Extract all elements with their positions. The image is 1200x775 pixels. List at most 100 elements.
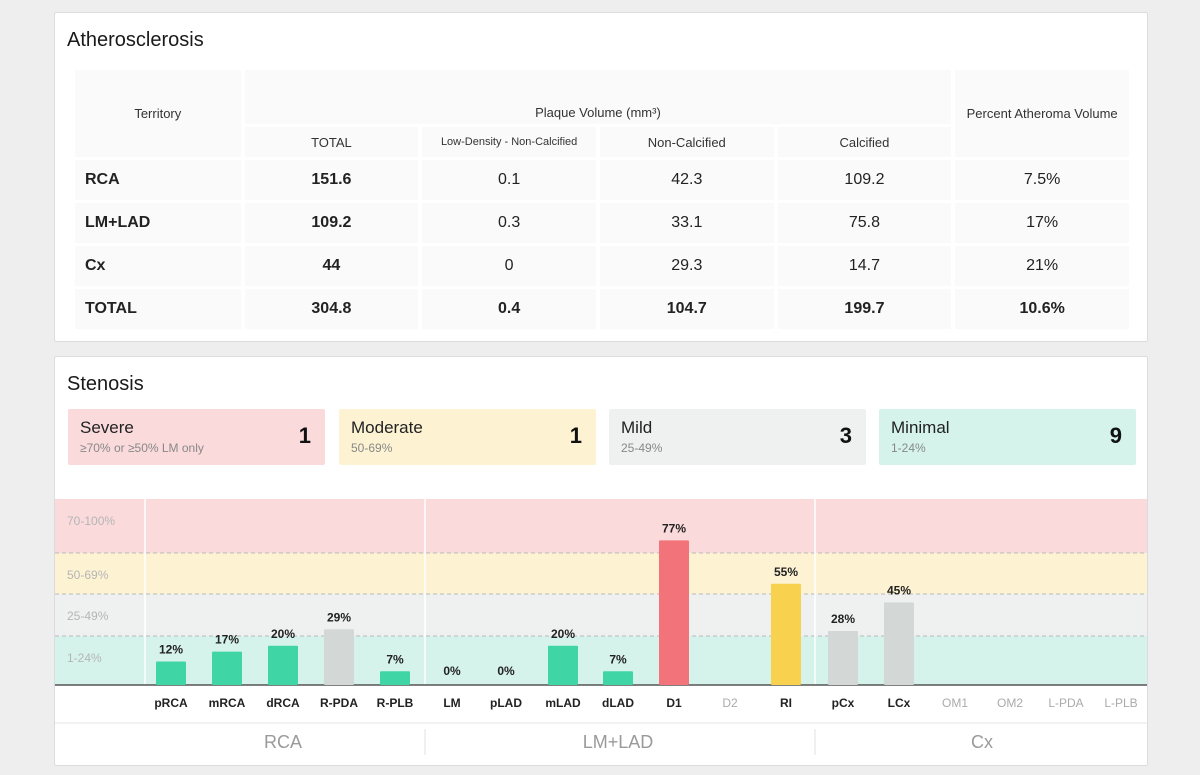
value-label-mRCA: 17%: [215, 633, 239, 647]
row-low-density: 0: [422, 246, 596, 286]
tick-label-mRCA: mRCA: [209, 696, 246, 710]
minimal-summary: Minimal 1-24% 9: [879, 409, 1136, 465]
atherosclerosis-card: Atherosclerosis Territory Plaque Volume …: [54, 12, 1148, 342]
value-label-dRCA: 20%: [271, 627, 295, 641]
row-total: 151.6: [244, 160, 419, 200]
tick-label-LM: LM: [443, 696, 460, 710]
row-calcified: 199.7: [777, 289, 952, 329]
tick-label-L-PLB: L-PLB: [1104, 696, 1137, 710]
tick-label-mLAD: mLAD: [545, 696, 581, 710]
row-territory: Cx: [75, 246, 241, 286]
band-0: [55, 499, 1147, 553]
bar-RI: [771, 583, 801, 685]
mild-count: 3: [839, 423, 852, 448]
bar-R-PLB: [380, 671, 410, 685]
stenosis-title: Stenosis: [67, 373, 144, 395]
moderate-count: 1: [569, 423, 582, 448]
table-row: LM+LAD 109.2 0.3 33.1 75.8 17%: [75, 203, 1129, 243]
tick-label-LCx: LCx: [888, 696, 911, 710]
col-low-density: Low-Density - Non-Calcified: [422, 127, 596, 157]
group-label-RCA: RCA: [264, 732, 302, 752]
row-territory: RCA: [75, 160, 241, 200]
value-label-LCx: 45%: [887, 583, 911, 597]
row-percent: 17%: [955, 203, 1129, 243]
minimal-count: 9: [1109, 423, 1122, 448]
row-percent: 10.6%: [955, 289, 1129, 329]
tick-label-pCx: pCx: [832, 696, 855, 710]
value-label-R-PLB: 7%: [386, 652, 404, 666]
tick-label-dLAD: dLAD: [602, 696, 634, 710]
row-percent: 7.5%: [955, 160, 1129, 200]
value-label-mLAD: 20%: [551, 627, 575, 641]
row-total: 109.2: [244, 203, 419, 243]
plaque-volume-table: Territory Plaque Volume (mm³) Percent At…: [71, 67, 1133, 332]
mild-label: Mild: [621, 418, 653, 437]
minimal-range: 1-24%: [891, 441, 926, 455]
col-total: TOTAL: [244, 127, 419, 157]
tick-label-OM1: OM1: [942, 696, 968, 710]
stenosis-bar-chart: 70-100% 50-69% 25-49% 1-24% 12% pRCA 17% mRCA 20…: [55, 499, 1147, 755]
row-calcified: 14.7: [777, 246, 952, 286]
value-label-RI: 55%: [774, 565, 798, 579]
moderate-summary: Moderate 50-69% 1: [339, 409, 596, 465]
table-row: TOTAL 304.8 0.4 104.7 199.7 10.6%: [75, 289, 1129, 329]
severe-label: Severe: [80, 418, 134, 437]
row-total: 304.8: [244, 289, 419, 329]
row-calcified: 75.8: [777, 203, 952, 243]
row-low-density: 0.3: [422, 203, 596, 243]
severe-count: 1: [298, 423, 311, 448]
band-label: 25-49%: [67, 609, 109, 623]
value-label-pCx: 28%: [831, 612, 855, 626]
group-label-Cx: Cx: [971, 732, 993, 752]
moderate-range: 50-69%: [351, 441, 393, 455]
band-1: [55, 553, 1147, 594]
bar-pCx: [828, 630, 858, 685]
tick-label-R-PDA: R-PDA: [320, 696, 358, 710]
col-calcified: Calcified: [777, 127, 952, 157]
severe-range: ≥70% or ≥50% LM only: [80, 441, 204, 455]
stenosis-card: Stenosis Severe ≥70% or ≥50% LM only 1 M…: [54, 356, 1148, 766]
row-non-calcified: 33.1: [599, 203, 774, 243]
tick-label-D1: D1: [666, 696, 682, 710]
bar-R-PDA: [324, 629, 354, 685]
tick-label-D2: D2: [722, 696, 738, 710]
value-label-pLAD: 0%: [497, 664, 515, 678]
band-label: 1-24%: [67, 651, 102, 665]
row-low-density: 0.4: [422, 289, 596, 329]
row-territory: LM+LAD: [75, 203, 241, 243]
col-non-calcified: Non-Calcified: [599, 127, 774, 157]
mild-summary: Mild 25-49% 3: [609, 409, 866, 465]
band-label: 70-100%: [67, 514, 115, 528]
tick-label-pRCA: pRCA: [154, 696, 188, 710]
bar-mLAD: [548, 645, 578, 685]
value-label-pRCA: 12%: [159, 642, 183, 656]
bar-mRCA: [212, 651, 242, 685]
row-percent: 21%: [955, 246, 1129, 286]
bar-D1: [659, 540, 689, 685]
row-total: 44: [244, 246, 419, 286]
row-non-calcified: 29.3: [599, 246, 774, 286]
severe-summary: Severe ≥70% or ≥50% LM only 1: [68, 409, 325, 465]
row-low-density: 0.1: [422, 160, 596, 200]
value-label-dLAD: 7%: [609, 652, 627, 666]
row-calcified: 109.2: [777, 160, 952, 200]
row-territory: TOTAL: [75, 289, 241, 329]
value-label-D1: 77%: [662, 521, 686, 535]
tick-label-pLAD: pLAD: [490, 696, 522, 710]
table-row: RCA 151.6 0.1 42.3 109.2 7.5%: [75, 160, 1129, 200]
tick-label-OM2: OM2: [997, 696, 1023, 710]
bar-pRCA: [156, 661, 186, 685]
value-label-R-PDA: 29%: [327, 610, 351, 624]
minimal-label: Minimal: [891, 418, 950, 437]
bar-dLAD: [603, 671, 633, 685]
col-percent-atheroma: Percent Atheroma Volume: [955, 70, 1129, 157]
row-non-calcified: 104.7: [599, 289, 774, 329]
tick-label-L-PDA: L-PDA: [1048, 696, 1083, 710]
bar-dRCA: [268, 645, 298, 685]
band-label: 50-69%: [67, 568, 109, 582]
tick-label-dRCA: dRCA: [266, 696, 300, 710]
tick-label-R-PLB: R-PLB: [377, 696, 414, 710]
mild-range: 25-49%: [621, 441, 663, 455]
value-label-LM: 0%: [443, 664, 461, 678]
bar-LCx: [884, 602, 914, 685]
